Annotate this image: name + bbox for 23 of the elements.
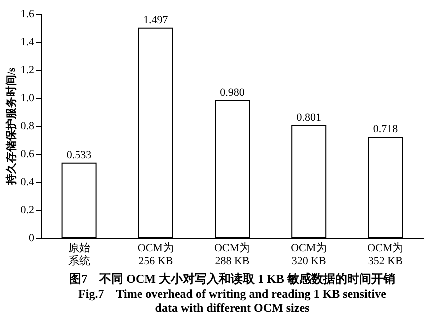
x-tick-label: OCM为320 KB [291, 242, 328, 268]
y-axis-title: 持久存储保护服务时间/s [4, 67, 18, 186]
y-tick-label: 0 [29, 232, 35, 244]
y-tick-label: 1.2 [20, 64, 34, 76]
x-tick-label: OCM为256 KB [138, 242, 174, 268]
y-tick-label: 0.4 [20, 176, 35, 188]
y-tick-label: 1.6 [20, 8, 35, 20]
text: Fig.7 Time overhead of writing and reading 1 KB sensitive [78, 287, 386, 301]
x-tick-label: OCM为288 KB [214, 242, 251, 268]
y-tick-label: 0.2 [20, 204, 34, 216]
y-tick-label: 1.4 [20, 36, 35, 48]
data-label: 0.801 [296, 112, 322, 124]
x-tick-label: OCM为352 KB [368, 242, 404, 268]
text: 图7 不同 OCM 大小对写入和读取 1 KB 敏感数据的时间开销 [70, 272, 396, 286]
data-label: 1.497 [144, 14, 169, 26]
text: data with different OCM sizes [155, 301, 310, 315]
data-label: 0.718 [373, 123, 399, 136]
data-label: 0.980 [220, 86, 246, 99]
y-tick-label: 0.8 [20, 120, 35, 132]
data-label: 0.533 [66, 149, 92, 162]
x-tick-label: 原始系统 [68, 242, 90, 268]
y-tick-label: 0.6 [20, 148, 35, 160]
y-tick-label: 1.0 [20, 92, 35, 104]
